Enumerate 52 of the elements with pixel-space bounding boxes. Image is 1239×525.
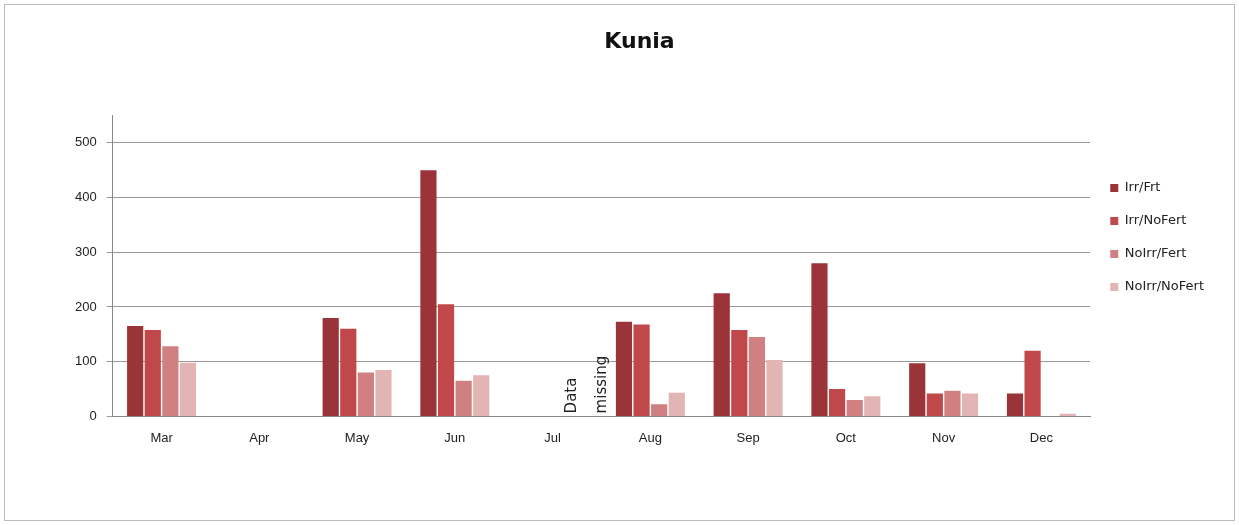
bar (473, 375, 490, 416)
x-tick-label: Jun (444, 429, 466, 445)
annotation: Data missing (562, 355, 611, 414)
bar (651, 404, 668, 416)
bar (144, 329, 161, 416)
bar (909, 363, 926, 416)
x-tick-label: Mar (150, 429, 174, 445)
x-tick-label: Jul (544, 429, 562, 445)
y-tick-label: 400 (74, 189, 97, 205)
bar (766, 360, 783, 416)
y-tick-label: 500 (74, 134, 97, 150)
legend-label: NoIrr/Fert (1124, 245, 1187, 261)
bar (127, 326, 144, 416)
bar (179, 362, 197, 416)
x-tick-label: Oct (835, 429, 857, 445)
bar (1006, 393, 1024, 416)
bar (455, 380, 472, 416)
bar (375, 369, 392, 416)
bar (731, 329, 748, 416)
bar (615, 321, 633, 416)
bar (437, 304, 455, 416)
y-tick-label: 300 (74, 243, 97, 259)
bar (961, 393, 979, 416)
bar (811, 263, 828, 416)
chart-title: Kunia (604, 27, 675, 53)
bar (633, 324, 650, 416)
bar (1024, 350, 1041, 416)
bar (748, 337, 765, 416)
x-tick-label: Nov (932, 429, 956, 445)
bar (944, 390, 961, 416)
bar (828, 389, 846, 416)
legend-label: NoIrr/NoFert (1124, 278, 1205, 294)
bar (864, 396, 881, 416)
bar (322, 317, 339, 416)
bar (926, 393, 943, 416)
bar (713, 293, 730, 416)
bar (340, 328, 357, 416)
x-tick-label: May (344, 429, 370, 445)
bar (357, 372, 374, 416)
x-tick-label: Apr (249, 429, 271, 445)
bar (162, 346, 179, 416)
x-tick-label: Sep (736, 429, 760, 445)
legend-label: Irr/Frt (1124, 179, 1161, 195)
x-tick-label: Dec (1029, 429, 1054, 445)
legend-label: Irr/NoFert (1124, 212, 1187, 228)
bar (420, 170, 437, 416)
y-tick-label: 100 (74, 353, 97, 369)
bar (846, 399, 863, 416)
bar (668, 392, 685, 416)
y-tick-label: 0 (89, 407, 97, 423)
x-tick-label: Aug (638, 429, 662, 445)
y-tick-label: 200 (74, 298, 97, 314)
